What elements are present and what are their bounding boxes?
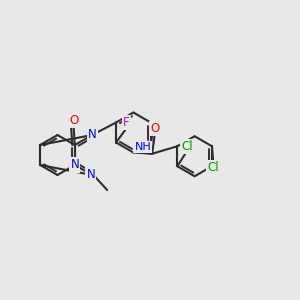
Text: O: O (150, 122, 159, 135)
Text: O: O (69, 113, 78, 127)
Text: N: N (70, 158, 79, 172)
Text: NH: NH (134, 142, 151, 152)
Text: Cl: Cl (207, 161, 219, 174)
Text: N: N (86, 169, 95, 182)
Text: F: F (123, 116, 130, 129)
Text: Cl: Cl (182, 140, 193, 153)
Text: N: N (88, 128, 97, 142)
